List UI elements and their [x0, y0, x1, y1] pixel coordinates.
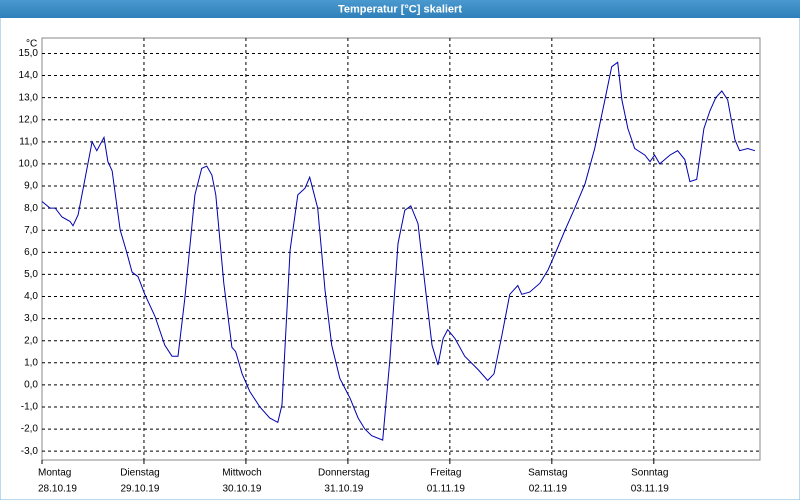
temperature-line [41, 61, 756, 441]
x-tick-label: Sonntag [631, 468, 668, 479]
y-tick-label: -3,0 [21, 446, 39, 457]
x-tick-label: Dienstag [120, 468, 159, 479]
x-tick-label: Mittwoch [222, 468, 261, 479]
y-tick-label: 1,0 [24, 357, 38, 368]
x-tick-label: Donnerstag [318, 468, 370, 479]
y-tick-label: 9,0 [24, 181, 38, 192]
y-tick-label: 10,0 [19, 159, 39, 170]
y-tick-label: 13,0 [19, 92, 39, 103]
chart-title: Temperatur [°C] skaliert [338, 3, 462, 15]
y-tick-label: 3,0 [24, 313, 38, 324]
plot-frame [41, 37, 761, 461]
x-tick-date: 02.11.19 [529, 484, 568, 495]
y-tick-label: 4,0 [24, 291, 38, 302]
y-tick-label: 8,0 [24, 203, 38, 214]
x-tick-date: 29.10.19 [120, 484, 159, 495]
y-tick-label: -1,0 [21, 402, 39, 413]
y-unit: °C [26, 39, 37, 50]
y-tick-label: 5,0 [24, 269, 38, 280]
y-tick-label: 12,0 [19, 114, 39, 125]
x-tick-date: 31.10.19 [324, 484, 363, 495]
y-tick-label: 15,0 [19, 48, 39, 59]
y-tick-label: 0,0 [24, 380, 38, 391]
x-tick-label: Samstag [528, 468, 567, 479]
title-bar [0, 0, 800, 18]
y-tick-label: -2,0 [21, 424, 39, 435]
y-tick-label: 11,0 [19, 136, 38, 147]
x-tick-date: 01.11.19 [427, 484, 466, 495]
x-tick-date: 30.10.19 [222, 484, 261, 495]
y-tick-label: 7,0 [24, 225, 38, 236]
x-tick-date: 28.10.19 [38, 484, 77, 495]
y-tick-label: 6,0 [24, 247, 38, 258]
x-tick-date: 03.11.19 [631, 484, 670, 495]
y-tick-label: 2,0 [24, 335, 38, 346]
x-tick-label: Freitag [430, 468, 461, 479]
y-tick-label: 14,0 [19, 70, 39, 81]
x-tick-label: Montag [38, 468, 71, 479]
